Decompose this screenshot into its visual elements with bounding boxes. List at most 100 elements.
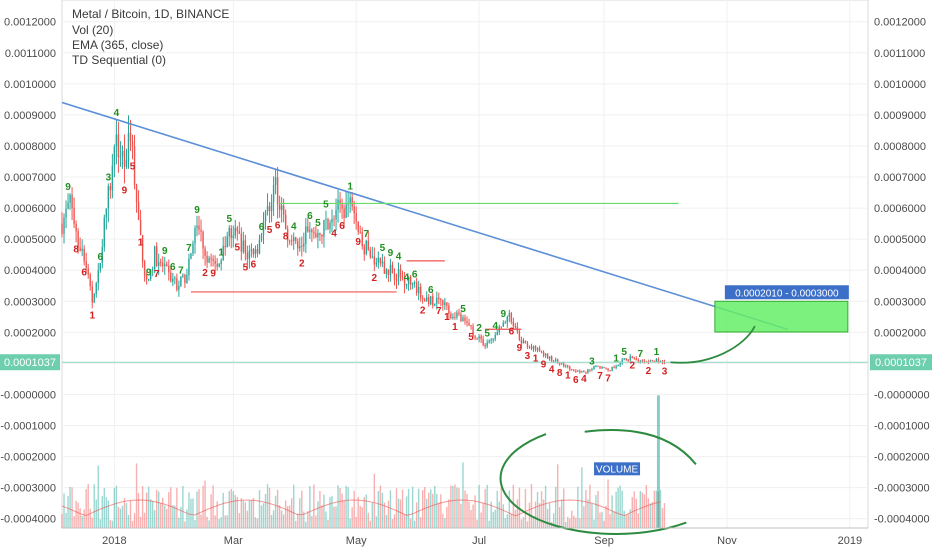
candle-body xyxy=(379,257,382,264)
candle-body xyxy=(472,326,474,336)
y-tick-label-right: -0.0002000 xyxy=(874,452,930,464)
volume-bar xyxy=(252,497,255,528)
candle-body xyxy=(363,246,365,255)
volume-bar xyxy=(621,490,623,528)
candle-body xyxy=(266,206,269,212)
candle-body xyxy=(460,314,462,322)
candle-body xyxy=(172,278,174,282)
candle-body xyxy=(145,275,148,280)
volume-bar xyxy=(558,507,561,528)
volume-bar xyxy=(335,506,337,528)
candle-body xyxy=(87,268,89,275)
y-tick-label-left: 0.0006000 xyxy=(4,203,56,215)
candle-body xyxy=(631,356,633,358)
candle-body xyxy=(526,343,529,347)
candle-body xyxy=(164,264,166,267)
volume-bar xyxy=(232,491,234,528)
volume-bar xyxy=(248,500,251,528)
candle-body xyxy=(504,322,507,324)
volume-bar xyxy=(367,512,369,528)
candle-body xyxy=(585,371,587,373)
candle-body xyxy=(466,321,468,324)
candle-body xyxy=(361,231,363,247)
candle-body xyxy=(544,353,547,356)
volume-bar xyxy=(597,490,599,528)
candle-body xyxy=(542,352,545,356)
volume-bar xyxy=(111,520,114,528)
td-count-label: 5 xyxy=(380,243,386,254)
candle-body xyxy=(226,236,228,248)
candle-body xyxy=(532,345,535,349)
candle-body xyxy=(520,339,523,344)
candle-body xyxy=(448,305,450,314)
volume-bar xyxy=(508,490,511,528)
volume-bar xyxy=(91,517,93,528)
candle-body xyxy=(101,247,104,263)
candle-body xyxy=(613,366,615,368)
candle-body xyxy=(623,358,625,360)
volume-bar xyxy=(623,510,625,528)
volume-bar xyxy=(603,520,605,528)
volume-bar xyxy=(641,492,644,528)
candle-body xyxy=(488,340,490,343)
candle-body xyxy=(629,356,631,361)
candle-body xyxy=(115,134,118,147)
candle-body xyxy=(184,274,186,283)
volume-bar xyxy=(639,491,642,528)
candle-body xyxy=(216,263,218,267)
candle-body xyxy=(591,369,593,371)
candle-body xyxy=(325,219,327,221)
candle-body xyxy=(242,240,245,252)
volume-bar xyxy=(500,487,502,528)
volume-bar xyxy=(357,496,359,528)
volume-bar xyxy=(643,494,646,528)
candle-body xyxy=(339,199,341,205)
candle-body xyxy=(550,356,553,362)
candle-body xyxy=(107,186,110,209)
volume-bar xyxy=(627,513,629,528)
td-count-label: 9 xyxy=(355,237,361,248)
volume-bar xyxy=(466,493,468,528)
volume-bar xyxy=(242,500,245,528)
volume-bar xyxy=(89,508,91,528)
volume-bar xyxy=(401,489,404,528)
volume-bar xyxy=(258,490,261,528)
volume-bar xyxy=(663,503,666,528)
x-tick-label: Nov xyxy=(717,535,737,547)
volume-bar xyxy=(168,492,170,528)
plot-area xyxy=(61,0,869,529)
candle-body xyxy=(341,204,343,209)
candle-body xyxy=(413,282,416,284)
td-count-label: 6 xyxy=(98,252,104,263)
volume-bar xyxy=(615,491,617,528)
volume-bar xyxy=(288,505,291,528)
volume-bar xyxy=(452,486,454,528)
volume-bar xyxy=(353,490,355,528)
td-count-label: 2 xyxy=(202,268,208,279)
volume-bar xyxy=(202,485,204,528)
candle-body xyxy=(554,359,557,362)
candle-body xyxy=(540,351,543,353)
candle-body xyxy=(609,370,611,372)
candle-body xyxy=(307,226,309,232)
volume-bar xyxy=(186,509,188,528)
volume-bar xyxy=(224,515,226,528)
td-count-label: 5 xyxy=(315,218,321,229)
volume-bar xyxy=(109,520,112,528)
volume-bar xyxy=(649,503,652,528)
candle-body xyxy=(577,370,579,372)
volume-spike-bar xyxy=(656,395,660,528)
y-tick-label-right: -0.0004000 xyxy=(874,514,930,526)
volume-bar xyxy=(462,462,464,528)
volume-label: VOLUME xyxy=(596,464,639,475)
candle-body xyxy=(462,317,464,322)
volume-bar xyxy=(534,501,537,528)
td-count-label: 6 xyxy=(81,268,87,279)
volume-bar xyxy=(629,509,631,528)
volume-bar xyxy=(506,514,509,528)
volume-bar xyxy=(125,503,128,528)
candle-body xyxy=(301,245,303,247)
volume-bar xyxy=(373,473,376,528)
